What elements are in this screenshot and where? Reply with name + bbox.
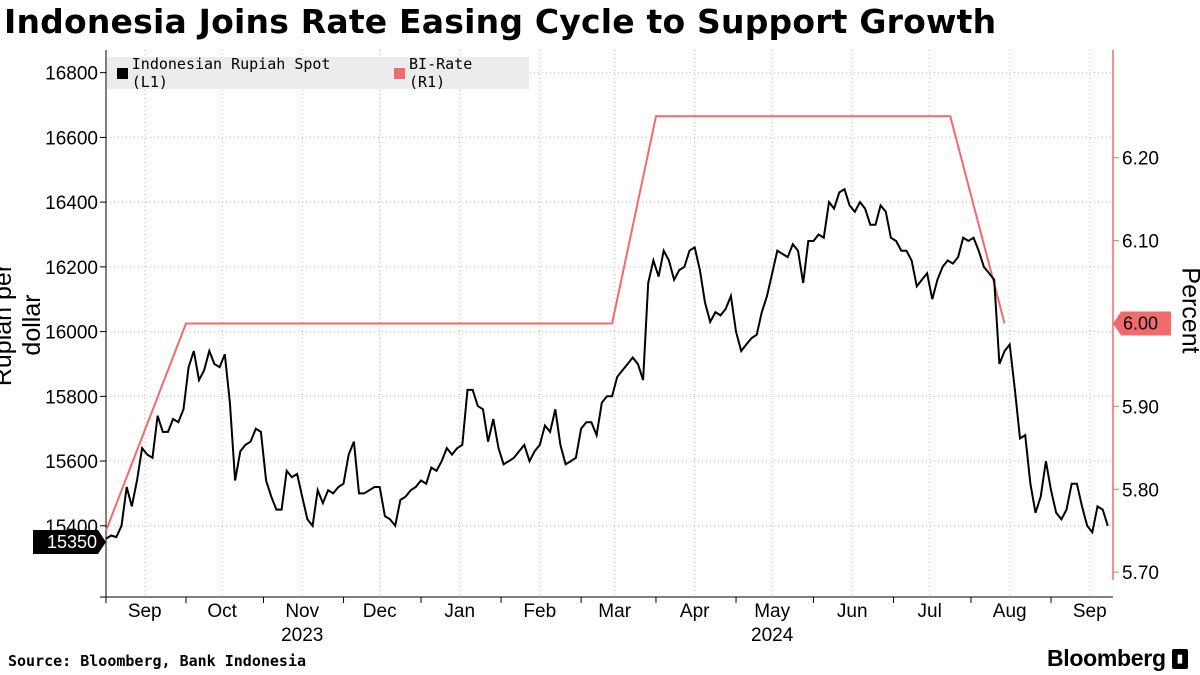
legend-label-bi-rate: BI-Rate (R1) xyxy=(409,55,473,91)
legend-swatch-bi-rate xyxy=(394,67,406,79)
right-axis-ticks: 5.70 5.80 5.90 6.00 6.10 6.20 xyxy=(1113,149,1159,584)
x-tick-label: Sep xyxy=(1073,601,1107,622)
legend-item-rupiah: Indonesian Rupiah Spot (L1) xyxy=(117,55,370,91)
x-tick-label: Sep xyxy=(128,601,162,622)
right-tick-label: 5.80 xyxy=(1122,480,1159,501)
y-axis-right-label: Percent xyxy=(1176,267,1200,354)
legend-swatch-rupiah xyxy=(117,67,128,79)
right-tick-label: 5.70 xyxy=(1122,563,1159,584)
x-tick-label: Feb xyxy=(523,601,556,622)
series-line-bi-rate xyxy=(105,115,1006,532)
right-last-value-marker: 6.00 xyxy=(1113,311,1171,336)
x-year-label: 2023 xyxy=(281,625,323,646)
chart-legend: Indonesian Rupiah Spot (L1) BI-Rate (R1) xyxy=(107,55,529,91)
left-tick-label: 16600 xyxy=(45,128,98,149)
bloomberg-logo: Bloomberg ▮ xyxy=(1047,645,1188,672)
x-tick-label: Oct xyxy=(207,601,237,622)
right-tick-label: 6.10 xyxy=(1122,232,1159,253)
left-last-value-label: 15350 xyxy=(47,532,97,552)
left-tick-label: 16800 xyxy=(45,64,98,85)
x-year-label: 2024 xyxy=(751,625,794,646)
right-tick-label: 6.20 xyxy=(1122,149,1159,170)
left-tick-label: 15600 xyxy=(45,452,98,473)
left-tick-label: 15800 xyxy=(45,387,98,408)
x-tick-label: Mar xyxy=(598,601,631,622)
x-tick-label: Dec xyxy=(363,601,397,622)
series-line-rupiah xyxy=(105,187,1109,540)
x-tick-label: Aug xyxy=(993,601,1027,622)
left-tick-label: 16000 xyxy=(45,323,98,344)
x-tick-label: Jun xyxy=(837,601,868,622)
brand-text: Bloomberg xyxy=(1047,645,1166,671)
x-tick-label: May xyxy=(754,601,790,622)
right-tick-label: 5.90 xyxy=(1122,397,1159,418)
x-tick-label: Jul xyxy=(918,601,942,622)
left-last-value-marker: 15350 xyxy=(33,529,106,554)
x-tick-label: Apr xyxy=(680,601,710,622)
x-tick-label: Jan xyxy=(444,601,475,622)
x-axis-ticks: Sep Oct Nov Dec Jan Feb Mar Apr May Jun Jul Aug Sep 2… xyxy=(105,597,1107,646)
left-tick-label: 16200 xyxy=(45,258,98,279)
left-tick-label: 16400 xyxy=(45,193,98,214)
source-note: Source: Bloomberg, Bank Indonesia xyxy=(8,652,307,670)
x-tick-label: Nov xyxy=(285,601,319,622)
bloomberg-bars-icon: ▮ xyxy=(1171,648,1188,669)
right-last-value-label: 6.00 xyxy=(1123,314,1158,334)
y-axis-left-label: Rupiah per dollar xyxy=(0,263,46,387)
chart-title: Indonesia Joins Rate Easing Cycle to Sup… xyxy=(4,2,997,41)
legend-item-bi-rate: BI-Rate (R1) xyxy=(394,55,515,91)
legend-label-rupiah: Indonesian Rupiah Spot (L1) xyxy=(131,55,331,91)
